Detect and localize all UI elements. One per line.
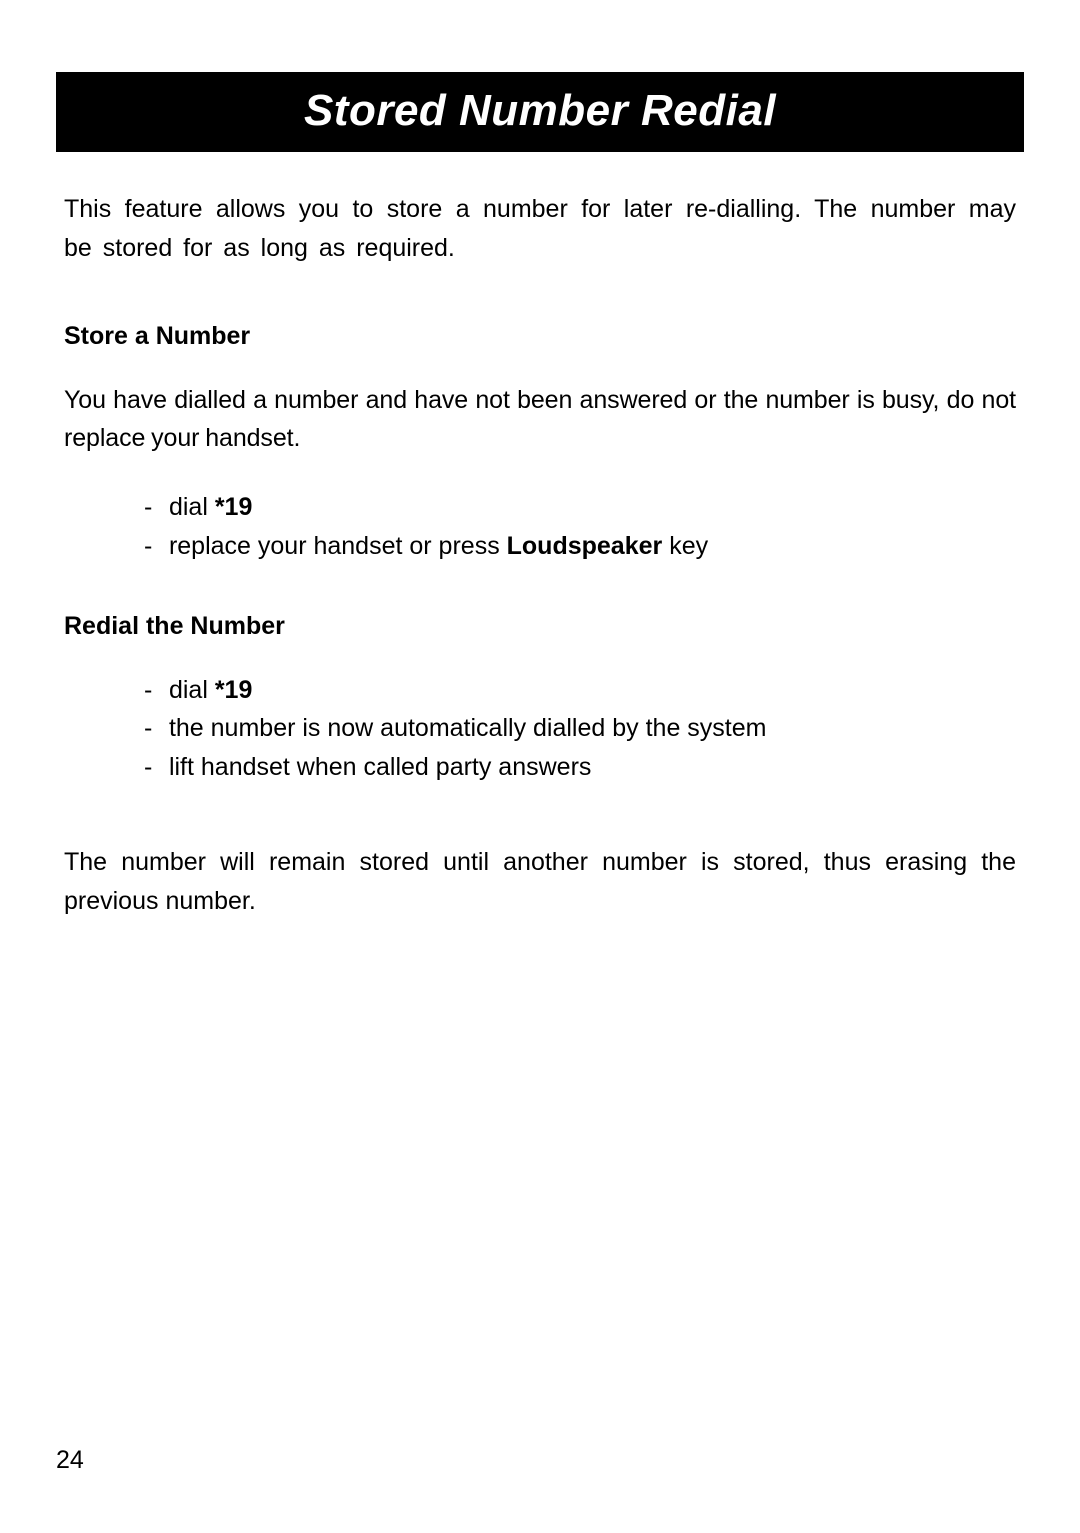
store-step-1: - dial *19 <box>144 488 1016 527</box>
store-heading: Store a Number <box>64 322 1016 351</box>
redial-steps: - dial *19 - the number is now automatic… <box>64 671 1016 787</box>
step-bold: *19 <box>215 493 253 521</box>
store-step-2: - replace your handset or press Loudspea… <box>144 527 1016 566</box>
step-text: replace your handset or press <box>169 532 507 560</box>
step-text: lift handset when called party answers <box>169 753 591 781</box>
page-title: Stored Number Redial <box>56 72 1024 152</box>
step-bold: Loudspeaker <box>507 532 663 560</box>
step-text: dial <box>169 676 215 704</box>
page-body: This feature allows you to store a numbe… <box>56 190 1024 920</box>
step-text: dial <box>169 493 215 521</box>
redial-step-3: - lift handset when called party answers <box>144 748 1016 787</box>
step-bold: *19 <box>215 676 253 704</box>
page-number: 24 <box>56 1446 84 1475</box>
redial-heading: Redial the Number <box>64 612 1016 641</box>
step-text-suffix: key <box>662 532 708 560</box>
store-steps: - dial *19 - replace your handset or pre… <box>64 488 1016 566</box>
redial-step-1: - dial *19 <box>144 671 1016 710</box>
intro-paragraph: This feature allows you to store a numbe… <box>64 190 1016 268</box>
store-paragraph: You have dialled a number and have not b… <box>64 381 1016 459</box>
redial-step-2: - the number is now automatically dialle… <box>144 709 1016 748</box>
closing-paragraph: The number will remain stored until anot… <box>64 843 1016 921</box>
step-text: the number is now automatically dialled … <box>169 714 767 742</box>
document-page: Stored Number Redial This feature allows… <box>0 0 1080 1533</box>
